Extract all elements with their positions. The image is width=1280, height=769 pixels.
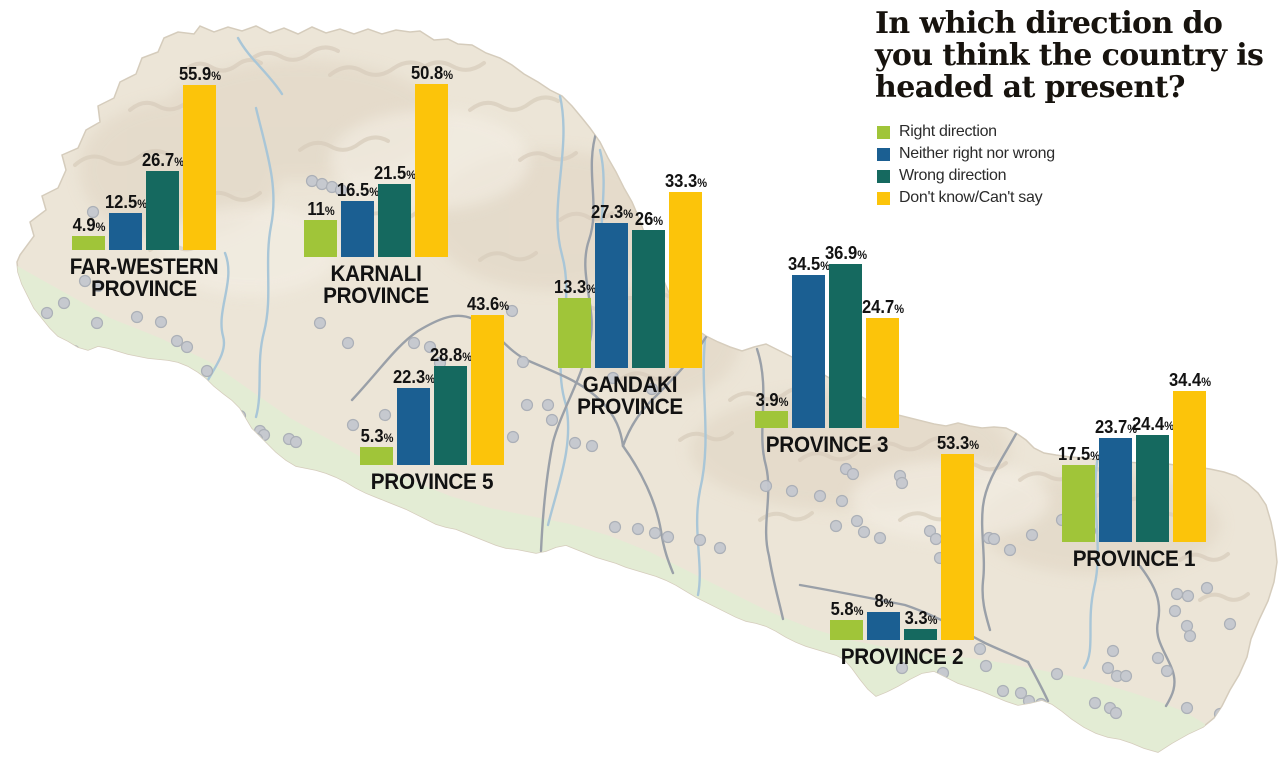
bar-value-label: 13.3% (553, 276, 596, 297)
bar-neither: 16.5% (336, 181, 379, 257)
bar-value-label: 26.7% (141, 150, 184, 171)
bar-value-label: 26% (634, 209, 663, 230)
bar-right-direction: 13.3% (553, 278, 596, 368)
bar-value-label: 34.4% (1168, 369, 1211, 390)
province-label: FAR-WESTERN PROVINCE (69, 254, 219, 302)
legend-label: Wrong direction (899, 167, 1007, 184)
bar-value-label: 5.3% (360, 425, 393, 446)
bar-value-label: 4.9% (72, 214, 105, 235)
bar-right-direction: 5.3% (360, 427, 393, 465)
bar-group: 13.3% 27.3% 26% 33.3% (553, 172, 707, 368)
bar-dont-know: 55.9% (178, 65, 221, 250)
legend-label: Right direction (899, 123, 997, 140)
bar-neither: 12.5% (104, 193, 147, 250)
bar-wrong-direction: 26% (632, 210, 665, 368)
bar-right-direction: 5.8% (830, 600, 863, 640)
bar-value-label: 23.7% (1094, 416, 1137, 437)
bar-right-direction: 4.9% (72, 216, 105, 250)
bar-value-label: 3.9% (755, 389, 788, 410)
legend-item-neither: Neither right nor wrong (877, 143, 1055, 165)
province-label: PROVINCE 5 (370, 469, 494, 494)
province-label: GANDAKI PROVINCE (577, 372, 683, 420)
bar-value-label: 28.8% (429, 344, 472, 365)
bar-neither: 22.3% (392, 368, 435, 465)
legend-swatch-dont-know (877, 191, 890, 205)
bar-wrong-direction: 28.8% (429, 346, 472, 465)
bar-value-label: 21.5% (373, 162, 416, 183)
legend-swatch-neither (877, 147, 890, 161)
legend-item-wrong-direction: Wrong direction (877, 165, 1055, 187)
chart-title: In which direction do you think the coun… (875, 6, 1264, 105)
legend-label: Neither right nor wrong (899, 145, 1055, 162)
bar-group: 4.9% 12.5% 26.7% 55.9% (72, 65, 221, 250)
bar-neither: 23.7% (1094, 418, 1137, 542)
bar-value-label: 27.3% (590, 202, 633, 223)
bar-group: 5.3% 22.3% 28.8% 43.6% (360, 295, 509, 465)
bar-wrong-direction: 36.9% (824, 244, 867, 428)
bar-value-label: 22.3% (392, 367, 435, 388)
bar-group: 5.8% 8% 3.3% 53.3% (830, 434, 979, 640)
bar-value-label: 16.5% (336, 179, 379, 200)
legend-item-dont-know: Don't know/Can't say (877, 187, 1055, 209)
bar-value-label: 36.9% (824, 242, 867, 263)
bar-value-label: 33.3% (664, 170, 707, 191)
bar-dont-know: 33.3% (664, 172, 707, 368)
province-label: PROVINCE 1 (1072, 546, 1196, 571)
bar-group: 17.5% 23.7% 24.4% 34.4% (1057, 371, 1211, 542)
bar-value-label: 8% (873, 591, 894, 611)
bar-value-label: 50.8% (410, 63, 453, 84)
province-label: PROVINCE 3 (765, 432, 889, 457)
legend-swatch-wrong-direction (877, 169, 890, 183)
bar-value-label: 12.5% (104, 192, 147, 213)
legend: Right direction Neither right nor wrong … (877, 121, 1055, 209)
bar-right-direction: 17.5% (1057, 445, 1100, 542)
legend-swatch-right-direction (877, 125, 890, 139)
bar-value-label: 5.8% (830, 598, 863, 619)
bar-value-label: 11% (306, 198, 335, 219)
bar-value-label: 53.3% (936, 432, 979, 453)
bar-dont-know: 53.3% (936, 434, 979, 640)
bar-neither: 8% (867, 592, 900, 640)
bar-value-label: 24.7% (861, 297, 904, 318)
bar-value-label: 34.5% (787, 253, 830, 274)
bar-dont-know: 34.4% (1168, 371, 1211, 542)
bar-dont-know: 24.7% (861, 298, 904, 428)
bar-value-label: 3.3% (904, 607, 937, 628)
bar-wrong-direction: 21.5% (373, 164, 416, 257)
bar-dont-know: 43.6% (466, 295, 509, 465)
bar-wrong-direction: 26.7% (141, 151, 184, 250)
bar-right-direction: 11% (304, 200, 337, 257)
bar-value-label: 55.9% (178, 64, 221, 85)
bar-wrong-direction: 3.3% (904, 609, 937, 640)
bar-dont-know: 50.8% (410, 64, 453, 257)
bar-value-label: 24.4% (1131, 413, 1174, 434)
bar-value-label: 43.6% (466, 293, 509, 314)
bar-wrong-direction: 24.4% (1131, 415, 1174, 542)
bar-neither: 27.3% (590, 203, 633, 368)
bar-group: 11% 16.5% 21.5% 50.8% (304, 64, 453, 257)
province-label: KARNALI PROVINCE (323, 261, 429, 309)
province-label: PROVINCE 2 (840, 644, 964, 669)
bar-group: 3.9% 34.5% 36.9% 24.7% (755, 244, 904, 428)
legend-item-right-direction: Right direction (877, 121, 1055, 143)
bar-value-label: 17.5% (1057, 444, 1100, 464)
bar-neither: 34.5% (787, 255, 830, 428)
bar-right-direction: 3.9% (755, 391, 788, 428)
legend-label: Don't know/Can't say (899, 189, 1043, 206)
